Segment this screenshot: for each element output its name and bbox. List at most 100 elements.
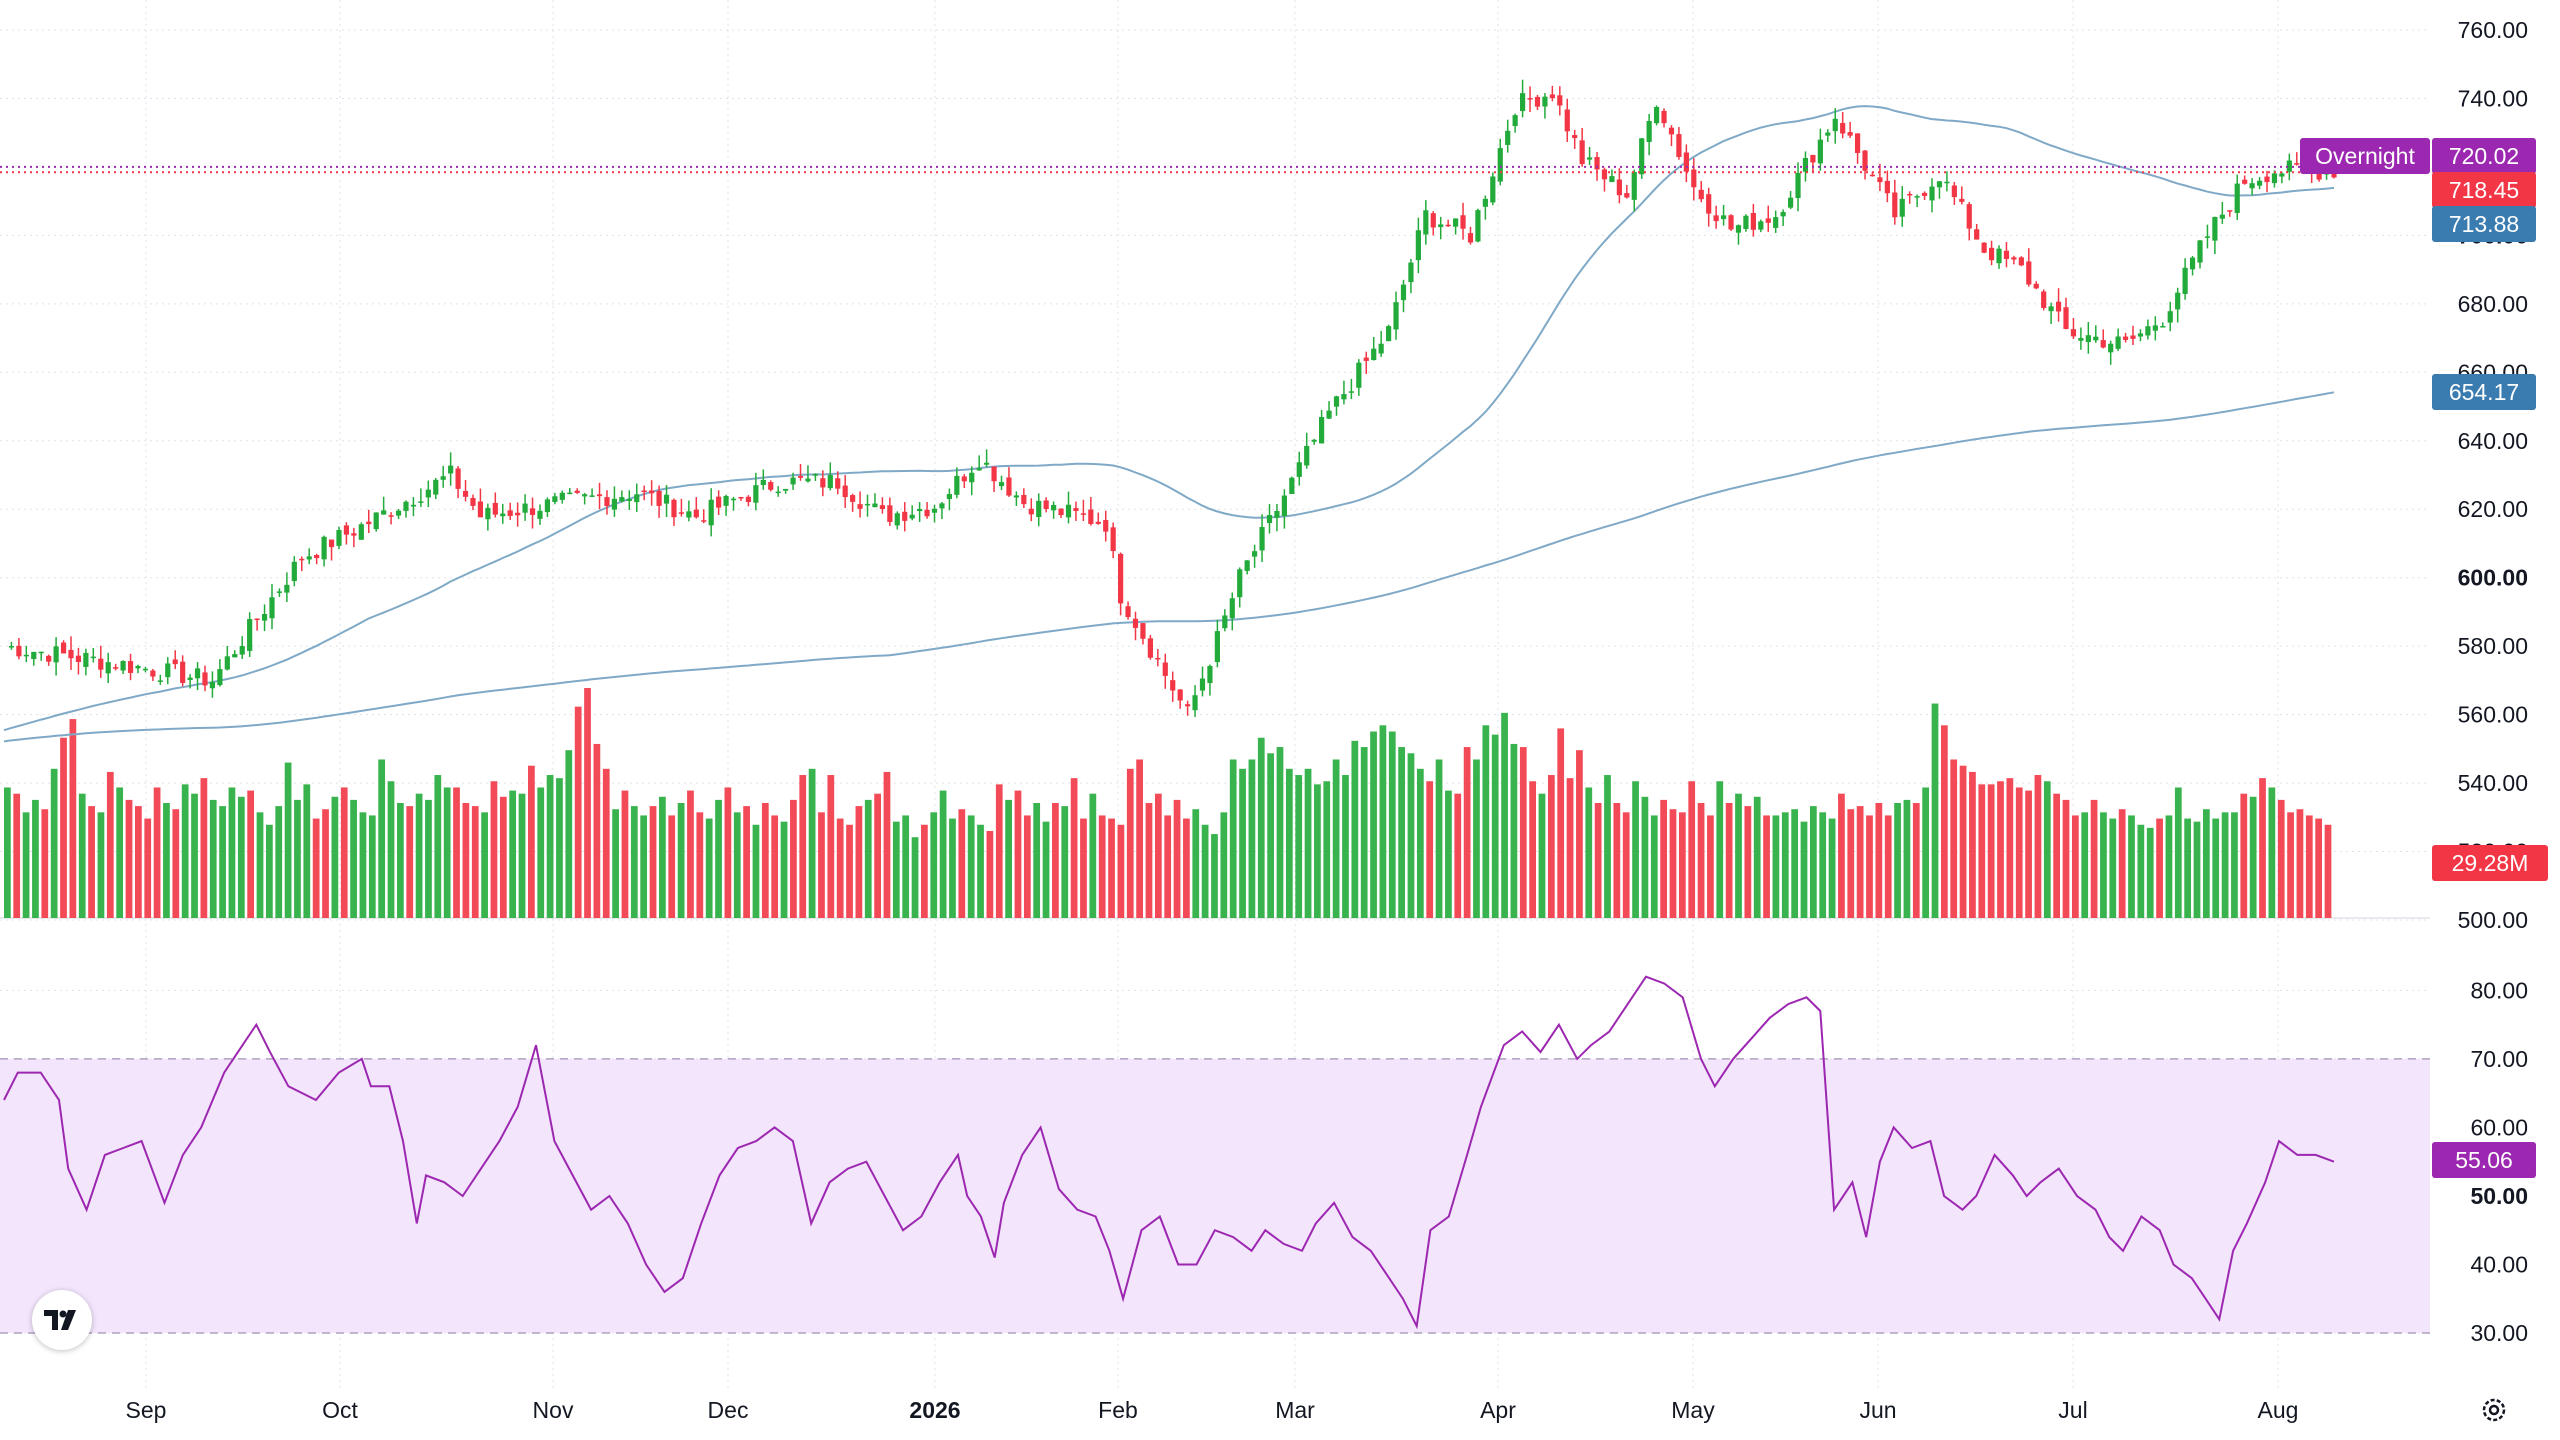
ma-short-line: [3, 105, 2335, 732]
candle: [1653, 105, 1660, 126]
volume-bar: [406, 806, 414, 918]
candle: [760, 469, 766, 490]
candle: [1914, 194, 1920, 207]
volume-bar: [593, 743, 601, 918]
candle-body: [2063, 307, 2069, 329]
volume-bar: [1014, 790, 1022, 918]
candle-body: [1333, 396, 1340, 407]
volume-bar: [2212, 818, 2220, 918]
rsi-axis[interactable]: 30.00 40.00 50.00 60.00 70.00 80.00: [2470, 977, 2528, 1346]
tradingview-logo-icon[interactable]: [32, 1290, 92, 1350]
candle: [395, 508, 402, 520]
candle: [1259, 514, 1265, 563]
candle-body: [2197, 240, 2203, 263]
candle-body: [194, 668, 201, 679]
candle: [202, 665, 208, 692]
volume-bar: [481, 812, 488, 918]
volume-bar: [949, 818, 956, 918]
candle: [1698, 180, 1704, 203]
rsi-line: [3, 975, 2335, 1330]
candle: [567, 487, 573, 495]
volume-bar: [518, 793, 526, 918]
candle-body: [1862, 150, 1868, 171]
candle-body: [857, 504, 863, 509]
ma-long-badge: 654.17: [2432, 374, 2536, 410]
candle-body: [53, 646, 59, 663]
candle-body: [1877, 177, 1883, 183]
candle-body: [1787, 197, 1794, 208]
candle-body: [1348, 391, 1354, 393]
candle: [1706, 187, 1712, 227]
volume-bar: [2240, 793, 2248, 918]
candle: [2093, 325, 2099, 343]
candle-body: [477, 501, 484, 518]
candle-body: [1147, 638, 1153, 658]
candle-body: [998, 482, 1005, 487]
candle: [172, 650, 178, 670]
candle: [1579, 127, 1585, 167]
volume-bar: [1688, 781, 1696, 918]
volume-bar: [144, 818, 152, 918]
volume-bar: [1903, 799, 1911, 918]
candle-body: [2256, 180, 2263, 186]
candle-body: [395, 510, 402, 516]
candle: [1400, 279, 1407, 313]
volume-bar: [556, 778, 563, 918]
candle-body: [805, 478, 811, 482]
volume-bar: [1257, 737, 1265, 918]
candle-body: [1572, 135, 1578, 139]
candle: [1988, 240, 1995, 266]
volume-bar: [1725, 803, 1733, 918]
candle-body: [1653, 106, 1660, 124]
candle: [1832, 108, 1838, 144]
candle-body: [1118, 553, 1124, 604]
candle: [321, 535, 327, 567]
candle: [797, 464, 804, 481]
volume-bar: [790, 799, 797, 918]
candle: [1765, 205, 1771, 232]
volume-bar: [1753, 796, 1761, 918]
candle-body: [1252, 551, 1258, 557]
candle-body: [872, 503, 878, 508]
candle: [1207, 664, 1213, 696]
volume-bar: [2100, 812, 2107, 918]
candle-body: [500, 513, 506, 517]
time-tick: May: [1671, 1397, 1715, 1423]
candle-body: [790, 477, 796, 485]
candle: [902, 502, 908, 532]
candle: [1177, 689, 1183, 709]
candle: [2048, 302, 2054, 324]
gear-icon[interactable]: [2476, 1392, 2512, 1428]
candle: [1720, 204, 1727, 226]
candle-body: [448, 465, 454, 474]
candle-body: [1646, 121, 1652, 142]
candle-body: [946, 494, 952, 499]
candle-body: [1810, 154, 1816, 163]
candle: [515, 502, 521, 527]
candle: [1452, 218, 1459, 235]
candle: [522, 494, 528, 521]
candle: [1802, 151, 1809, 182]
candle: [961, 474, 967, 489]
candle-body: [23, 654, 29, 657]
candle-body: [745, 496, 752, 502]
candle: [1058, 508, 1064, 518]
volume-bar: [1491, 734, 1499, 918]
candle: [1601, 167, 1608, 192]
candle-body: [1616, 179, 1622, 196]
candle-body: [2189, 257, 2196, 270]
time-axis[interactable]: Sep Oct Nov Dec 2026 Feb Mar Apr May Jun Jul Aug: [126, 1397, 2299, 1423]
candle-body: [2160, 326, 2166, 328]
candle: [127, 653, 134, 681]
volume-bar: [2193, 821, 2201, 918]
candle-body: [83, 652, 89, 667]
candle-body: [1728, 215, 1734, 230]
candle-body: [1058, 508, 1064, 516]
candle-body: [2331, 172, 2337, 178]
candle: [1787, 191, 1794, 210]
candle: [150, 669, 156, 681]
candle-body: [1430, 213, 1436, 228]
volume-bar: [1426, 781, 1434, 918]
volume-bar: [1314, 784, 1321, 918]
candle: [1155, 648, 1161, 667]
